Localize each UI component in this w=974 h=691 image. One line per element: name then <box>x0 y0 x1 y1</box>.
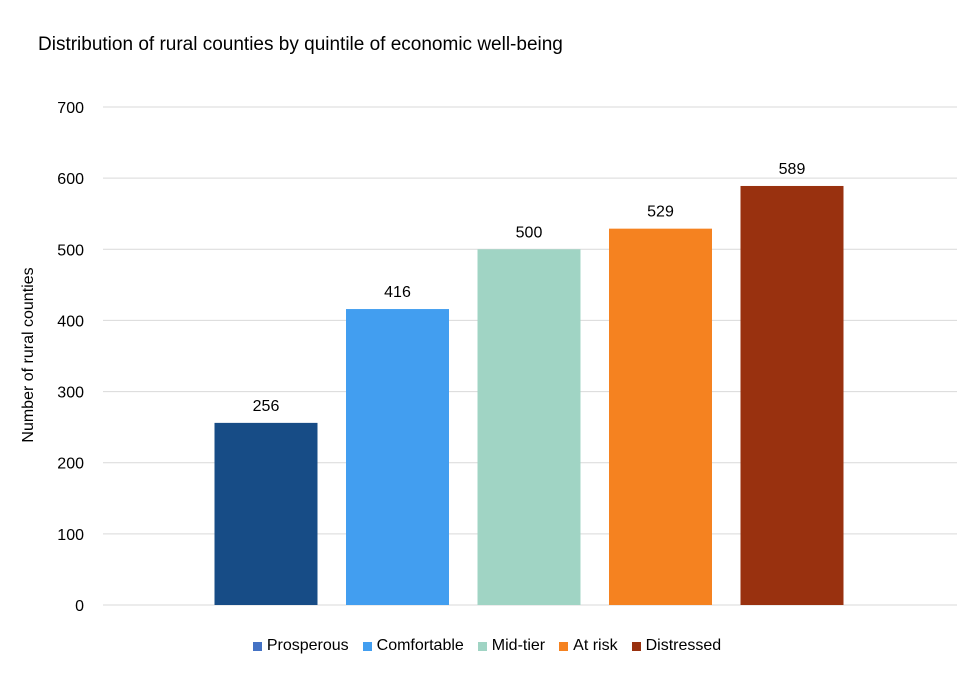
y-tick-label: 500 <box>57 242 84 259</box>
legend-item-distressed: Distressed <box>631 637 722 655</box>
bar-distressed <box>740 185 844 605</box>
bars <box>214 185 844 606</box>
legend-label: Prosperous <box>266 637 349 654</box>
legend-label: Mid-tier <box>491 637 546 654</box>
y-tick-label: 200 <box>57 456 84 473</box>
legend-item-mid-tier: Mid-tier <box>477 637 546 655</box>
legend-swatch <box>631 641 641 651</box>
bar-prosperous <box>214 422 318 605</box>
y-tick-label: 400 <box>57 313 84 330</box>
data-label: 416 <box>384 284 411 301</box>
legend-swatch <box>559 641 569 651</box>
bar-mid-tier <box>477 249 581 606</box>
legend-label: Comfortable <box>376 637 464 654</box>
bar-at-risk <box>609 228 712 605</box>
data-label: 256 <box>253 398 280 415</box>
y-tick-label: 700 <box>57 100 84 117</box>
data-label: 500 <box>516 224 543 241</box>
legend-item-prosperous: Prosperous <box>252 637 349 655</box>
data-label: 529 <box>647 204 674 221</box>
legend-item-at-risk: At risk <box>559 637 618 655</box>
y-axis-label: Number of rural counties <box>20 267 37 442</box>
y-tick-label: 0 <box>75 598 84 615</box>
legend-swatch <box>252 641 262 651</box>
y-tick-label: 300 <box>57 385 84 402</box>
chart-title: Distribution of rural counties by quinti… <box>38 34 563 55</box>
y-axis-ticks: 0 100 200 300 400 500 600 700 <box>57 100 84 615</box>
legend: Prosperous Comfortable Mid-tier At risk Dist… <box>0 637 974 655</box>
legend-item-comfortable: Comfortable <box>362 637 464 655</box>
y-tick-label: 600 <box>57 171 84 188</box>
legend-label: Distressed <box>645 637 722 654</box>
data-label: 589 <box>779 161 806 178</box>
legend-swatch <box>362 641 372 651</box>
legend-swatch <box>477 641 487 651</box>
legend-label: At risk <box>573 637 618 654</box>
y-tick-label: 100 <box>57 527 84 544</box>
bar-comfortable <box>346 309 449 605</box>
data-labels: 256 416 500 529 589 <box>253 161 806 415</box>
